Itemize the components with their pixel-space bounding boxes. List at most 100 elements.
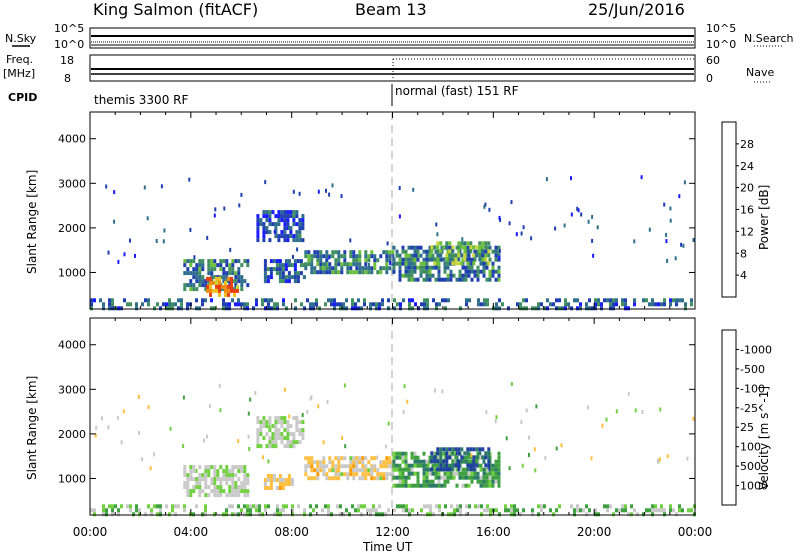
range-cell [467,245,471,250]
range-cell [439,447,443,452]
range-cell [360,504,363,509]
range-cell [246,481,250,486]
range-cell [416,479,420,484]
range-cell [281,486,285,490]
range-cell [228,485,232,490]
range-cell [364,258,368,263]
range-cell [663,302,666,307]
range-cell [402,298,405,303]
range-cell [404,265,408,270]
colorbar-tick-label: -100 [740,382,765,395]
range-cell [484,241,488,246]
range-cell [476,277,480,282]
range-cell [334,262,338,267]
range-cell [504,504,507,509]
range-cell [388,460,392,465]
range-cell [449,245,453,250]
range-cell [310,254,314,259]
range-cell [618,508,621,513]
range-cell [273,512,276,517]
range-cell [485,471,489,476]
range-cell [216,469,220,474]
range-cell [293,267,297,272]
range-cell [446,471,450,476]
range-cell [322,254,326,259]
range-cell [328,468,332,473]
range-cell [376,476,380,481]
range-cell [237,298,240,303]
range-cell [465,512,468,517]
range-cell [398,463,402,468]
range-cell [485,277,489,282]
range-cell [378,504,381,509]
range-cell [430,245,434,250]
range-cell [449,463,453,468]
range-cell [440,257,444,262]
range-cell [460,447,464,452]
range-cell [298,230,302,235]
range-cell [349,468,353,473]
range-cell [219,489,223,494]
range-cell [476,273,480,278]
range-cell [427,463,430,468]
range-cell [262,230,266,235]
range-cell [416,463,420,468]
range-cell [230,288,233,293]
range-cell [410,273,414,278]
range-cell [223,206,226,211]
range-cell [467,265,471,270]
range-cell [461,277,465,282]
colorbar-tick-label: 12 [740,225,754,238]
range-cell [310,266,314,271]
range-cell [249,504,252,509]
range-cell [461,483,465,488]
range-cell [582,508,585,513]
range-cell [497,455,501,460]
range-cell [316,460,320,465]
freq-strip-frame [89,54,696,82]
range-cell [334,472,338,477]
range-cell [519,306,522,311]
range-cell [425,265,429,270]
range-cell [289,440,293,445]
range-cell [690,508,693,513]
range-cell [345,298,348,303]
range-cell [491,249,495,254]
range-cell [209,292,212,297]
range-cell [224,280,227,285]
range-cell [189,279,193,284]
range-cell [215,288,218,293]
range-cell [469,447,473,452]
range-cell [434,249,438,254]
range-cell [165,302,168,307]
range-cell [225,306,228,311]
range-cell [301,226,305,231]
range-cell [446,265,450,270]
range-cell [585,302,588,307]
range-cell [213,306,216,311]
range-cell [183,504,186,509]
range-cell [657,508,660,513]
range-cell [297,504,300,509]
range-cell [487,253,491,258]
range-cell [290,275,294,280]
range-cell [274,420,278,425]
range-cell [340,254,344,259]
range-cell [183,259,187,264]
range-cell [443,277,447,282]
range-cell [588,508,591,513]
range-cell [431,253,435,258]
range-cell [330,512,333,517]
range-cell [385,472,389,477]
range-cell [141,457,144,462]
range-cell [439,455,443,460]
range-cell [212,280,215,285]
range-cell [448,241,452,246]
range-cell [99,298,102,303]
range-cell [183,263,187,268]
range-cell [324,302,327,307]
range-cell [388,254,392,259]
range-cell [159,306,162,311]
range-cell [222,306,225,311]
range-cell [307,464,311,469]
